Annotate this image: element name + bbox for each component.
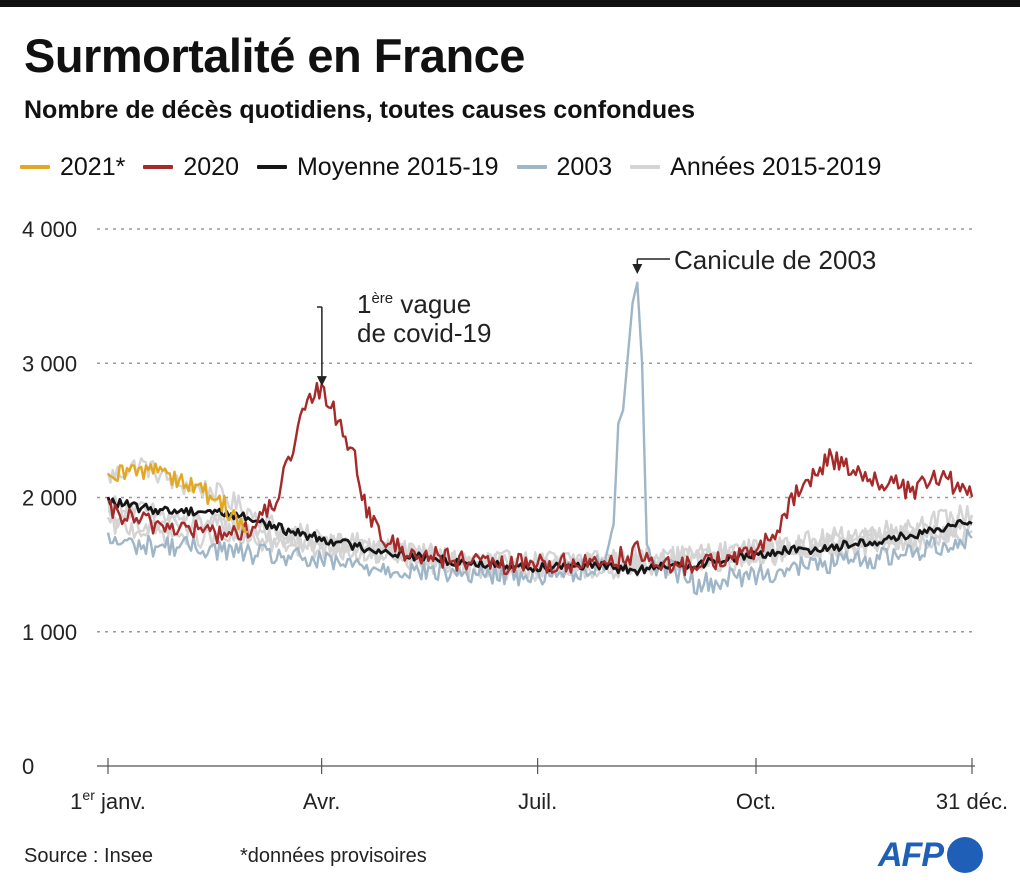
x-tick-label-2: Juil. [518,789,557,814]
x-tick-label-1: Avr. [303,789,341,814]
legend-label-years-2015-2019: Années 2015-2019 [670,152,882,181]
legend-swatch-y2003 [516,165,547,169]
annotation-covid-line-2: de covid-19 [357,318,491,348]
x-tick-label-4: 31 déc. [936,789,1008,814]
legend: 2021* 2020 Moyenne 2015-19 2003 Années 2015-… [20,150,881,184]
x-tick-label-3: Oct. [736,789,776,814]
series-line-mean-5 [106,496,973,576]
y-tick-label-4: 4 000 [22,217,77,242]
annotation-canicule-arrow [632,264,643,274]
legend-item-y2021: 2021* [20,153,125,182]
annotation-canicule-label: Canicule de 2003 [674,245,876,275]
legend-item-mean: Moyenne 2015-19 [256,152,499,182]
top-rule [0,0,1020,7]
legend-item-y2020: 2020 [143,153,239,182]
y-tick-label-1: 1 000 [22,620,77,645]
y-tick-label-2: 2 000 [22,486,77,511]
source-note: Source : Insee [24,845,153,867]
legend-label-y2021: 2021* [60,152,126,181]
chart-title: Surmortalité en France [24,29,525,82]
series-line-y2020-6 [107,381,974,577]
series-line-y2021-7 [107,462,249,534]
x-tick-label-0: 1er janv. [70,787,146,814]
chart-subtitle: Nombre de décès quotidiens, toutes cause… [24,96,695,124]
legend-item-y2003: 2003 [516,152,613,182]
series-line-y2003-4 [106,281,973,596]
legend-label-y2020: 2020 [183,152,239,181]
y-tick-label-0: 0 [22,754,34,779]
footnote: *données provisoires [240,845,427,867]
legend-swatch-y2020 [143,165,174,169]
legend-swatch-y2021 [20,165,50,169]
annotation-covid-arrow [316,376,327,387]
legend-swatch-years-2015-2019 [630,165,661,169]
legend-label-y2003: 2003 [556,152,613,181]
afp-logo-text: AFP [878,835,944,874]
legend-label-mean: Moyenne 2015-19 [296,152,499,181]
legend-item-years-2015-2019: Années 2015-2019 [630,153,881,182]
y-tick-label-3: 3 000 [22,351,77,376]
afp-logo: AFP [878,836,983,874]
afp-logo-dot [947,837,983,873]
legend-swatch-mean [256,165,287,169]
annotation-covid-line-1: 1ère vague [357,289,471,319]
